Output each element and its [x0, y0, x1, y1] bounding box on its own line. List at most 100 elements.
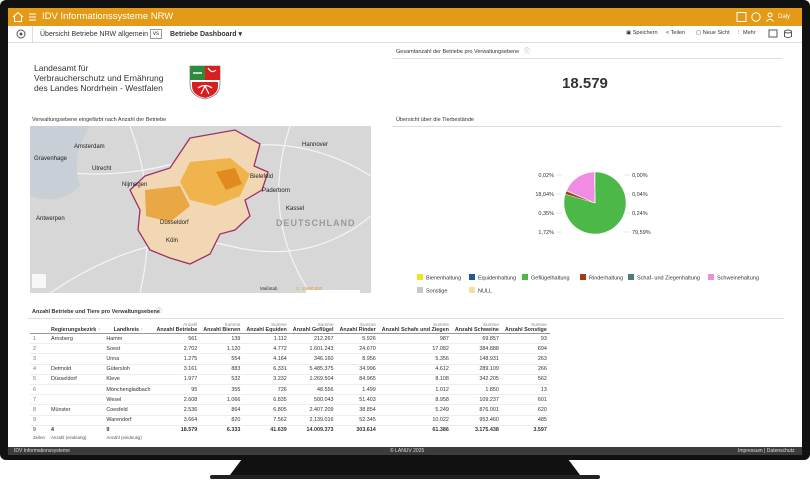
map[interactable]: Amsterdam Gravenhage Utrecht Nijmegen Hannov…	[30, 126, 371, 293]
dashboard-menu[interactable]: Betriebe Dashboard ▾	[170, 31, 242, 38]
table-cell: 69.857	[451, 333, 502, 345]
legend-label: Sonstige	[426, 289, 447, 295]
table-cell: 5.485.375	[289, 364, 337, 375]
legend-swatch	[708, 274, 714, 280]
table-cell: 2.407.209	[289, 404, 337, 416]
legend-label: Rinderhaltung	[589, 276, 623, 282]
row-number: 2	[30, 343, 48, 355]
table-cell: Warendorf	[103, 415, 154, 426]
action-label[interactable]: Speichern	[632, 30, 658, 36]
table-row: 5 Düsseldorf Kleve 1.977 532 3.232 1.269.504 84…	[30, 374, 550, 385]
table-row: 8 Münster Coesfeld 2.536 864 6.805 2.407.209 38…	[30, 404, 550, 416]
footer-right[interactable]: Impressum | Datenschutz	[738, 447, 795, 454]
column-header[interactable]: Summe Anzahl Sonstige	[501, 322, 550, 334]
table-cell: 24.670	[336, 343, 379, 355]
scale-value[interactable]: 1 : 2.650.000	[296, 286, 323, 291]
table-cell: 109.237	[451, 394, 502, 406]
table-cell: 1.120	[200, 343, 244, 355]
action-label[interactable]: Neue Sicht	[702, 30, 730, 36]
table-cell: Detmold	[47, 364, 104, 375]
table-cell: 289.109	[451, 364, 502, 375]
divider	[392, 126, 782, 127]
analysis-name[interactable]: Übersicht Betriebe NRW allgemein	[40, 31, 149, 38]
table-cell: 52.345	[336, 415, 379, 426]
table-cell: 93	[501, 333, 550, 345]
user-name[interactable]: Daly	[778, 14, 791, 20]
column-header[interactable]: Summe Anzahl Geflügel	[289, 322, 337, 334]
table-cell: 3.664	[153, 415, 201, 426]
table-cell: 8.108	[378, 374, 452, 385]
table-row: 6 Mönchengladbach 95 355 726 48.556 1.499 1.012…	[30, 384, 550, 396]
table-cell: 485	[501, 415, 550, 426]
column-label: Regierungsbezirk	[50, 327, 97, 333]
action-more[interactable]: ⋮ Mehr	[736, 30, 756, 36]
nav-icons[interactable]	[12, 11, 38, 23]
table-cell: Wesel	[103, 394, 154, 406]
table-cell: Münster	[47, 404, 104, 416]
table-cell: 34.996	[336, 364, 379, 375]
column-header[interactable]: Summe Anzahl Schweine	[451, 322, 502, 334]
table-cell: 6.333	[200, 424, 244, 435]
action-share[interactable]: < Teilen	[666, 30, 686, 36]
action-save[interactable]: ▣ Speichern	[626, 30, 658, 36]
table-cell: 1.275	[153, 353, 201, 365]
table-cell: 5.249	[378, 404, 452, 416]
total-note: Anzahl (eindeutig)	[50, 435, 87, 441]
legend-label: Equidenhaltung	[478, 276, 516, 282]
pie-chart: 0,04% 0,24% 79,59% 1,72% 0,35% 18,04% 0,02% 0,0…	[417, 171, 759, 295]
action-label[interactable]: Mehr	[743, 30, 756, 36]
table-row: 4 Detmold Gütersloh 3.161 883 6.331 5.485.375 3…	[30, 364, 550, 375]
column-header[interactable]: Summe Anzahl Rinder	[336, 322, 379, 334]
table-title: Anzahl Betriebe und Tiere pro Verwaltung…	[32, 309, 160, 315]
legend-label: NULL	[478, 289, 492, 295]
badge[interactable]: vs	[150, 29, 162, 39]
column-header[interactable]: Summe Anzahl Equiden	[243, 322, 290, 334]
table-cell: 17.082	[378, 343, 452, 355]
column-header[interactable]: Regierungsbezirk	[47, 322, 104, 334]
table-cell: 1.269.504	[289, 374, 337, 385]
table-cell: 561	[153, 333, 201, 345]
row-number: 7	[30, 394, 48, 406]
divider	[392, 58, 782, 59]
table-cell: 876.001	[451, 404, 502, 416]
footer: IDV Informationssysteme © LANUV 2025 Imp…	[8, 447, 802, 455]
column-header[interactable]: Summe Anzahl Schafe und Ziegen	[378, 322, 452, 334]
column-header[interactable]: Landkreis	[103, 322, 154, 334]
legend-swatch	[580, 274, 586, 280]
table-cell: 883	[200, 364, 244, 375]
column-header[interactable]: Summe Anzahl Bienen	[200, 322, 244, 334]
table-row: 2 Soest 2.702 1.120 4.772 1.601.243 24.670 17.0…	[30, 343, 550, 355]
table-cell: Soest	[103, 343, 154, 355]
map-title: Verwaltungsebene eingefärbt nach Anzahl …	[32, 117, 167, 123]
column-header[interactable]: Anzahl Anzahl Betriebe	[153, 322, 201, 334]
column-label: Anzahl Rinder	[339, 327, 376, 333]
info-icon[interactable]: ⓘ	[524, 49, 531, 55]
row-number: 9	[30, 424, 48, 435]
app-title: IDV Informationssysteme NRW	[42, 11, 174, 22]
action-new-view[interactable]: ▢ Neue Sicht	[696, 30, 730, 36]
action-label[interactable]: Teilen	[670, 30, 686, 36]
table-cell: Düsseldorf	[47, 374, 104, 385]
total-note: Zeilen	[33, 435, 45, 441]
table-cell: 8.956	[336, 353, 379, 365]
table-cell: 14.009.373	[289, 424, 337, 435]
pie-value-label: 1,72%	[538, 230, 554, 236]
table-cell: 620	[501, 404, 550, 416]
map-label: Bielefeld	[250, 174, 273, 180]
legend-swatch	[469, 287, 475, 293]
dashboard-name[interactable]: Betriebe Dashboard	[170, 31, 237, 38]
pie-value-label: 79,59%	[632, 230, 651, 236]
legend-swatch	[417, 287, 423, 293]
table-cell	[47, 394, 104, 406]
legend-label: Schweinehaltung	[717, 276, 759, 282]
table-cell: 726	[243, 384, 290, 396]
info-icon[interactable]: ⓘ	[156, 309, 163, 315]
table-cell: 1.066	[200, 394, 244, 406]
table-cell: 212.267	[289, 333, 337, 345]
map-label: Köln	[166, 238, 178, 244]
row-number: 3	[30, 353, 48, 365]
toolbar-icons[interactable]	[768, 29, 796, 39]
map-label: Gravenhage	[34, 156, 68, 162]
app-icons[interactable]	[736, 11, 776, 23]
